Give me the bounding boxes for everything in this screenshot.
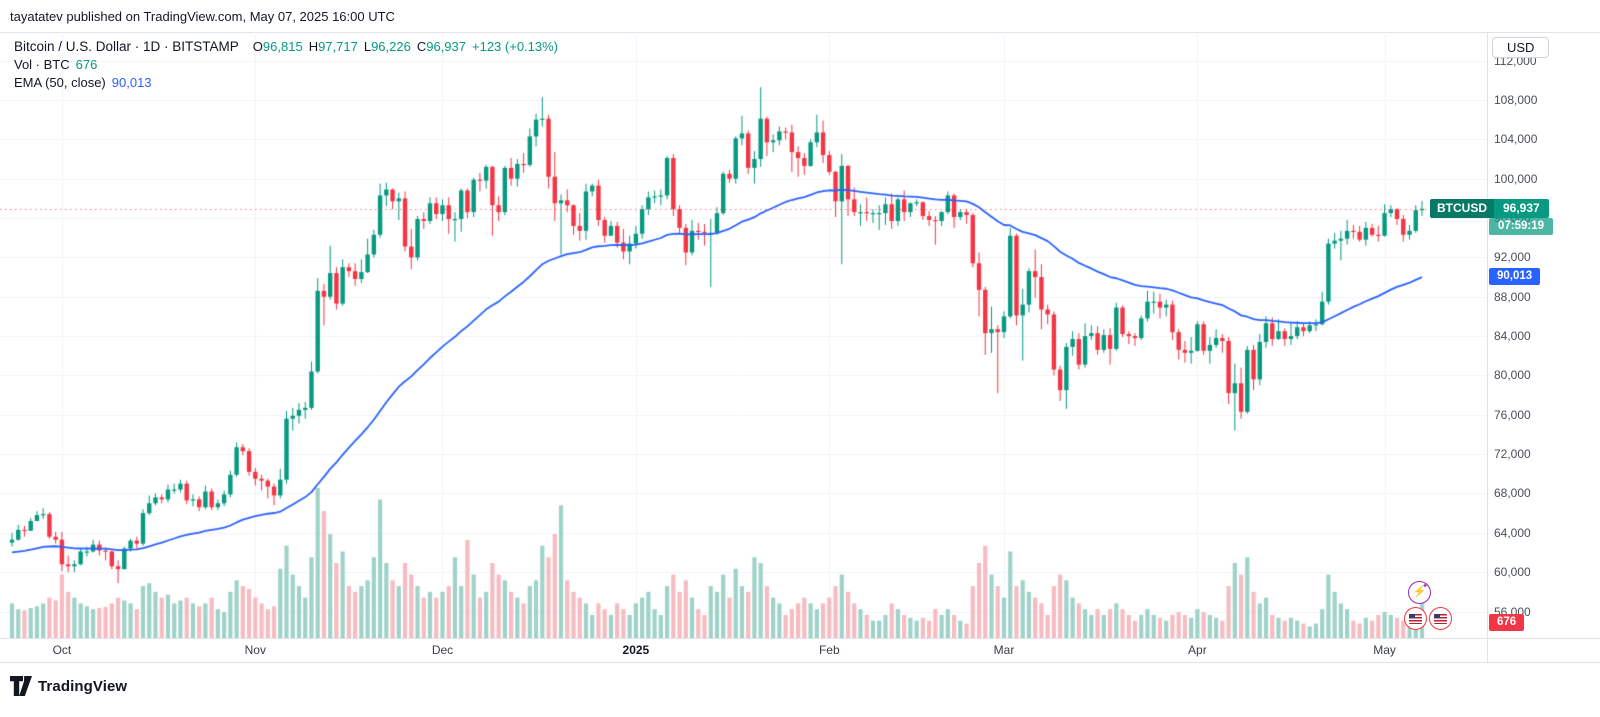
legend-symbol-row: Bitcoin / U.S. Dollar · 1D · BITSTAMP O96…: [14, 38, 558, 56]
price-tick-label: 68,000: [1494, 486, 1531, 501]
ohlc-low-value: 96,226: [371, 39, 411, 54]
price-tick-label: 92,000: [1494, 250, 1531, 265]
ohlc-low-label: L: [363, 39, 372, 54]
time-axis-label: Dec: [431, 643, 454, 657]
volume-indicator-value: 676: [75, 57, 98, 72]
price-tick-label: 76,000: [1494, 407, 1531, 422]
ohlc-high-label: H: [308, 39, 319, 54]
ohlc-close-value: 96,937: [426, 39, 466, 54]
legend-ema-row: EMA (50, close) 90,013: [14, 74, 558, 92]
chart-legend: Bitcoin / U.S. Dollar · 1D · BITSTAMP O96…: [14, 38, 558, 92]
time-axis-label: Feb: [818, 643, 840, 657]
price-axis-separator: [1487, 32, 1488, 662]
event-sparkle-icon[interactable]: ⚡ ✦: [1408, 581, 1431, 604]
price-tick-label: 80,000: [1494, 368, 1531, 383]
price-axis[interactable]: 112,000108,000104,000100,00096,00092,000…: [1487, 32, 1600, 638]
us-flag-icon: [1409, 613, 1422, 624]
last-price-badge: BTCUSD 96,937: [1430, 199, 1549, 219]
lightning-icon: ⚡: [1412, 586, 1427, 598]
price-tick-label: 108,000: [1494, 93, 1538, 107]
tradingview-logo-text: TradingView: [38, 677, 128, 695]
ema-indicator-value: 90,013: [111, 75, 152, 90]
currency-toggle-button[interactable]: USD: [1492, 37, 1550, 58]
chart-bottom-border: [0, 662, 1600, 663]
ohlc-high-value: 97,717: [318, 39, 358, 54]
volume-indicator-label[interactable]: Vol · BTC: [14, 57, 70, 72]
symbol-title[interactable]: Bitcoin / U.S. Dollar · 1D · BITSTAMP: [14, 39, 239, 54]
ema-value-badge: 90,013: [1489, 268, 1541, 286]
time-axis-label: Apr: [1188, 643, 1207, 657]
ohlc-open-value: 96,815: [262, 39, 303, 54]
time-axis-label: 2025: [622, 643, 650, 657]
ema-indicator-label[interactable]: EMA (50, close): [14, 75, 106, 90]
price-tick-label: 88,000: [1494, 289, 1531, 304]
time-axis-label: Mar: [993, 643, 1015, 657]
tradingview-logo-mark: [10, 676, 32, 696]
price-tick-label: 60,000: [1494, 565, 1531, 580]
time-axis[interactable]: Oct Nov Dec 2025 Feb Mar Apr May: [0, 638, 1487, 662]
candlestick-chart-canvas[interactable]: [0, 32, 1487, 638]
price-tick-label: 84,000: [1494, 329, 1531, 344]
bar-countdown-badge: 07:59:19: [1489, 218, 1554, 236]
time-axis-label: Nov: [244, 643, 266, 657]
price-tick-label: 64,000: [1494, 525, 1531, 540]
price-tick-label: 104,000: [1494, 132, 1538, 147]
tradingview-logo[interactable]: TradingView: [10, 676, 127, 696]
price-tick-label: 100,000: [1494, 171, 1538, 186]
ohlc-open-label: O: [252, 39, 263, 54]
last-price-badge-value: 96,937: [1494, 199, 1549, 219]
sparkle-icon: ✦: [1422, 583, 1428, 590]
time-axis-label: Oct: [52, 643, 72, 657]
us-flag-icon: [1434, 613, 1447, 624]
legend-volume-row: Vol · BTC 676: [14, 56, 558, 74]
attribution-text: tayatatev published on TradingView.com, …: [10, 9, 395, 24]
last-price-badge-symbol: BTCUSD: [1430, 199, 1494, 219]
economic-event-flag-icon[interactable]: [1429, 607, 1452, 630]
economic-event-flag-icon[interactable]: [1404, 607, 1427, 630]
time-axis-separator: [0, 638, 1600, 639]
time-axis-label: May: [1373, 643, 1396, 657]
volume-value-badge: 676: [1489, 614, 1525, 631]
price-tick-label: 72,000: [1494, 447, 1531, 462]
ohlc-close-label: C: [416, 39, 427, 54]
price-change-value: +123 (+0.13%): [472, 39, 559, 54]
